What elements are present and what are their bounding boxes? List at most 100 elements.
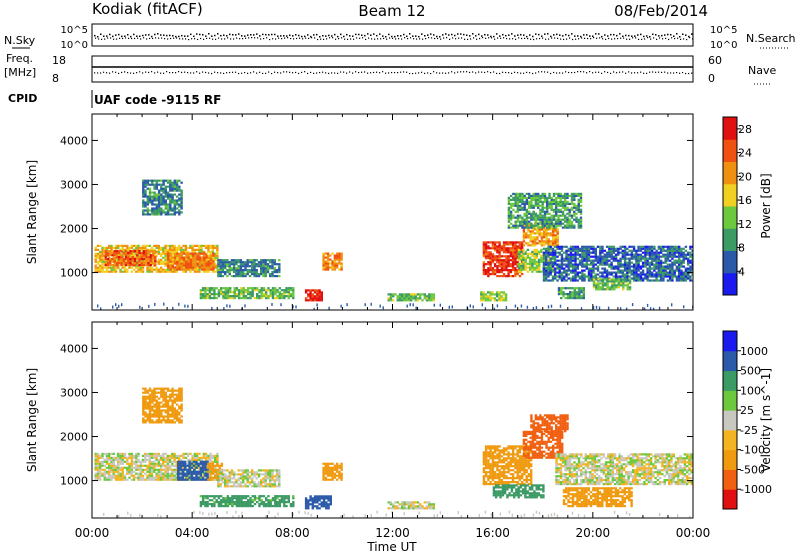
heatmap-cell — [566, 202, 569, 205]
heatmap-cell — [662, 261, 665, 264]
heatmap-cell — [648, 247, 652, 250]
heatmap-cell — [114, 458, 118, 461]
heatmap-cell — [671, 251, 674, 254]
heatmap-cell — [545, 257, 548, 260]
heatmap-cell — [511, 241, 515, 244]
heatmap-cell — [516, 202, 520, 205]
heatmap-cell — [558, 263, 561, 266]
heatmap-cell — [556, 279, 559, 282]
heatmap-cell — [200, 248, 203, 251]
noise-point — [328, 34, 330, 37]
heatmap-cell — [543, 226, 546, 229]
heatmap-cell — [364, 303, 366, 307]
heatmap-cell — [146, 452, 149, 455]
heatmap-cell — [137, 458, 140, 461]
heatmap-cell — [164, 207, 167, 210]
heatmap-cell — [644, 251, 647, 254]
heatmap-cell — [689, 247, 692, 250]
heatmap-cell — [682, 271, 685, 274]
heatmap-cell — [519, 216, 522, 219]
heatmap-cell — [100, 307, 102, 310]
heatmap-cell — [610, 245, 613, 248]
heatmap-cell — [430, 299, 433, 302]
heatmap-cell — [502, 241, 506, 244]
heatmap-cell — [619, 277, 622, 280]
heatmap-cell — [221, 261, 225, 264]
heatmap-cell — [484, 299, 488, 302]
heatmap-cell — [238, 295, 241, 298]
noise-point — [644, 38, 646, 40]
heatmap-cell — [489, 269, 492, 272]
nave-point — [439, 72, 441, 74]
heatmap-cell — [136, 252, 139, 255]
heatmap-cell — [117, 478, 120, 481]
heatmap-cell — [498, 295, 501, 298]
heatmap-cell — [684, 277, 688, 280]
heatmap-cell — [264, 263, 267, 266]
heatmap-cell — [109, 254, 112, 257]
heatmap-cell — [155, 478, 158, 481]
heatmap-cell — [587, 257, 591, 260]
heatmap-cell — [568, 214, 571, 217]
heatmap-cell — [505, 265, 508, 268]
heatmap-cell — [541, 224, 544, 227]
heatmap-cell — [166, 268, 169, 271]
noise-point — [662, 38, 664, 40]
heatmap-cell — [171, 187, 174, 190]
heatmap-cell — [162, 452, 165, 455]
heatmap-cell — [592, 282, 596, 285]
noise-point — [205, 35, 207, 37]
heatmap-cell — [176, 264, 179, 267]
heatmap-cell — [180, 266, 183, 269]
heatmap-cell — [543, 224, 547, 227]
heatmap-cell — [560, 267, 564, 270]
noise-point — [485, 37, 487, 39]
heatmap-cell — [646, 253, 649, 256]
heatmap-cell — [545, 275, 548, 278]
heatmap-cell — [623, 253, 627, 256]
nave-point — [406, 71, 408, 73]
noise-point — [488, 37, 490, 39]
heatmap-cell — [166, 250, 169, 253]
heatmap-cell — [680, 279, 683, 282]
heatmap-cell — [126, 462, 129, 465]
nave-point — [100, 72, 102, 74]
heatmap-cell — [264, 261, 267, 264]
heatmap-cell — [630, 245, 633, 248]
noise-point — [383, 37, 385, 40]
heatmap-cell — [581, 255, 584, 258]
heatmap-cell — [148, 252, 151, 255]
heatmap-cell — [522, 260, 525, 263]
noise-point — [250, 34, 252, 36]
noise-point — [505, 34, 507, 37]
heatmap-cell — [512, 208, 515, 211]
noise-point — [113, 38, 115, 40]
heatmap-cell — [398, 295, 402, 298]
heatmap-cell — [247, 293, 250, 296]
heatmap-cell — [507, 271, 510, 274]
heatmap-cell — [537, 192, 540, 195]
noise-point — [131, 37, 133, 40]
heatmap-cell — [551, 249, 555, 252]
heatmap-cell — [520, 266, 523, 269]
heatmap-cell — [239, 265, 243, 268]
heatmap-cell — [238, 293, 241, 296]
heatmap-cell — [228, 273, 231, 276]
heatmap-cell — [551, 253, 555, 256]
heatmap-cell — [556, 259, 559, 262]
heatmap-cell — [253, 271, 256, 274]
heatmap-cell — [644, 273, 647, 276]
heatmap-cell — [578, 291, 581, 294]
heatmap-cell — [233, 287, 236, 290]
heatmap-cell — [536, 242, 539, 245]
heatmap-cell — [525, 210, 529, 213]
noise-point — [170, 37, 172, 40]
heatmap-cell — [509, 251, 513, 254]
heatmap-cell — [175, 201, 179, 204]
heatmap-cell — [509, 216, 513, 219]
heatmap-cell — [628, 267, 631, 270]
heatmap-cell — [635, 257, 638, 260]
heatmap-cell — [657, 257, 661, 260]
heatmap-cell — [689, 251, 692, 254]
heatmap-cell — [564, 200, 567, 203]
